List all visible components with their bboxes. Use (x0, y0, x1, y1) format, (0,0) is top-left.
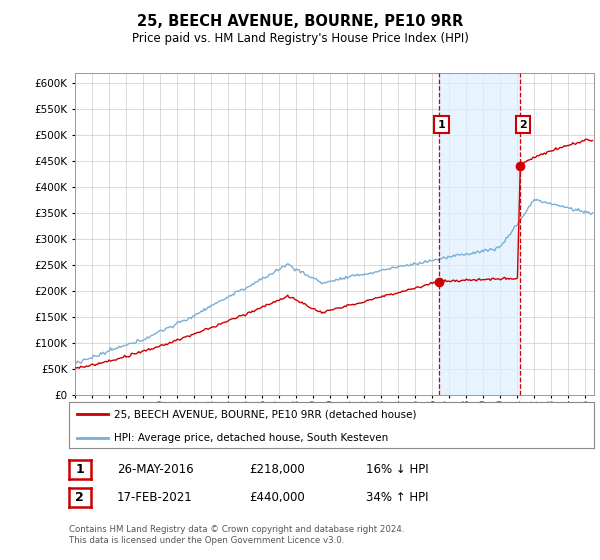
Text: 25, BEECH AVENUE, BOURNE, PE10 9RR (detached house): 25, BEECH AVENUE, BOURNE, PE10 9RR (deta… (113, 409, 416, 419)
Text: HPI: Average price, detached house, South Kesteven: HPI: Average price, detached house, Sout… (113, 433, 388, 443)
Text: £218,000: £218,000 (249, 463, 305, 476)
Bar (439, 73, 520, 395)
Text: 2: 2 (76, 491, 84, 504)
Text: 1: 1 (76, 463, 84, 476)
Text: 2: 2 (519, 120, 527, 130)
Text: 25, BEECH AVENUE, BOURNE, PE10 9RR: 25, BEECH AVENUE, BOURNE, PE10 9RR (137, 14, 463, 29)
Text: 1: 1 (437, 120, 445, 130)
Text: Contains HM Land Registry data © Crown copyright and database right 2024.
This d: Contains HM Land Registry data © Crown c… (69, 525, 404, 545)
Text: 26-MAY-2016: 26-MAY-2016 (117, 463, 194, 476)
Text: Price paid vs. HM Land Registry's House Price Index (HPI): Price paid vs. HM Land Registry's House … (131, 32, 469, 45)
Text: 16% ↓ HPI: 16% ↓ HPI (366, 463, 428, 476)
Text: £440,000: £440,000 (249, 491, 305, 504)
Text: 17-FEB-2021: 17-FEB-2021 (117, 491, 193, 504)
Text: 34% ↑ HPI: 34% ↑ HPI (366, 491, 428, 504)
